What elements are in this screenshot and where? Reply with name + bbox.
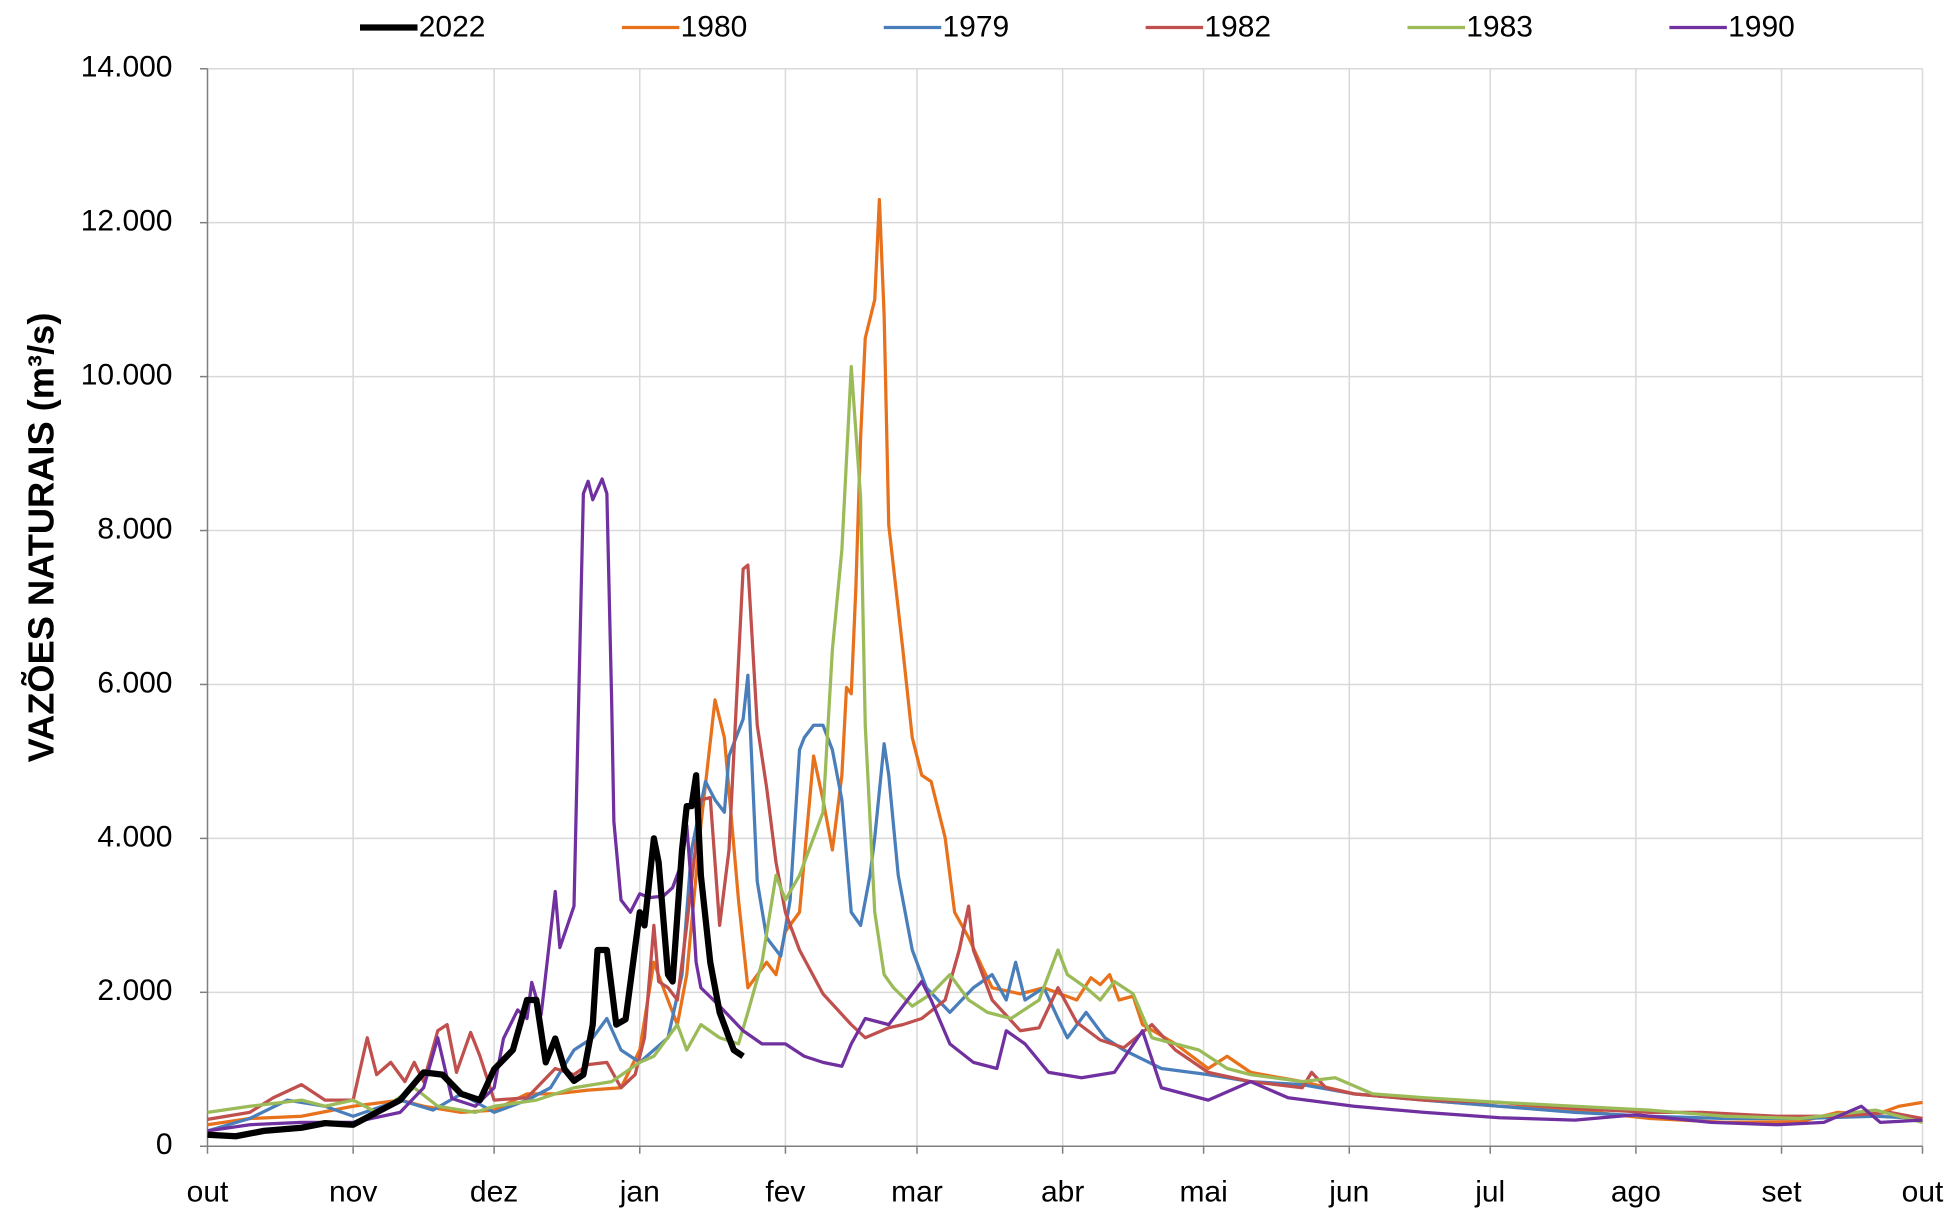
legend-label: 1979 [943, 11, 1010, 44]
x-tick-label: mai [1179, 1176, 1227, 1209]
x-tick-label: jul [1474, 1176, 1505, 1209]
x-tick-label: set [1762, 1176, 1803, 1209]
series-line [207, 364, 1923, 1124]
y-tick-label: 8.000 [97, 512, 172, 545]
y-tick-label: 14.000 [81, 51, 173, 84]
x-tick-label: fev [765, 1176, 805, 1209]
y-tick-label: 12.000 [81, 205, 173, 238]
x-tick-label: dez [470, 1176, 518, 1209]
x-tick-label: mar [891, 1176, 943, 1209]
legend-label: 1990 [1728, 11, 1795, 44]
y-tick-label: 2.000 [97, 974, 172, 1007]
legend-label: 1983 [1466, 11, 1533, 44]
series-line [207, 673, 1923, 1133]
x-tick-label: ago [1611, 1176, 1661, 1209]
y-tick-label: 4.000 [97, 820, 172, 853]
x-tick-label: out [187, 1176, 229, 1209]
series-line [207, 197, 1923, 1127]
y-tick-label: 0 [156, 1128, 173, 1161]
y-tick-label: 6.000 [97, 666, 172, 699]
x-tick-label: jan [619, 1176, 660, 1209]
series-line [207, 563, 1923, 1121]
x-tick-label: nov [329, 1176, 377, 1209]
x-tick-label: out [1902, 1176, 1944, 1209]
legend-label: 2022 [419, 11, 486, 44]
x-tick-label: abr [1041, 1176, 1084, 1209]
legend-label: 1980 [681, 11, 748, 44]
series-line [207, 772, 745, 1140]
y-tick-label: 10.000 [81, 359, 173, 392]
legend-label: 1982 [1204, 11, 1271, 44]
x-tick-label: jun [1328, 1176, 1369, 1209]
y-axis-title: VAZÕES NATURAIS (m³/s) [19, 313, 61, 763]
